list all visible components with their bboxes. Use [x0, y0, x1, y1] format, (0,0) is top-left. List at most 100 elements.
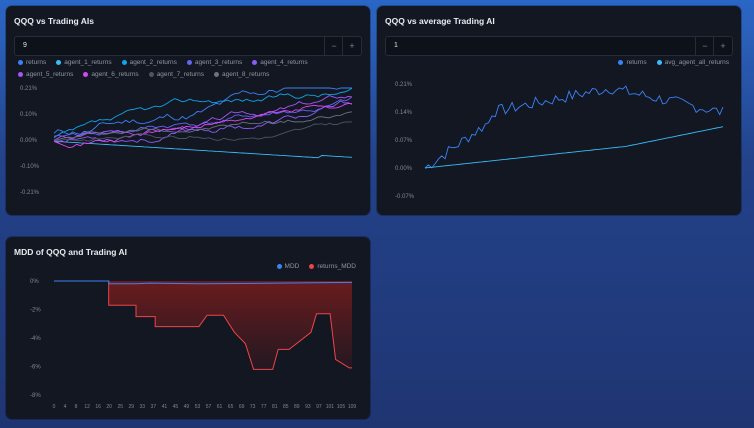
panel-mdd: MDD of QQQ and Trading AI MDD returns_MDD…	[6, 237, 370, 419]
legend-dot-icon	[56, 60, 62, 65]
legend-dot-icon	[186, 60, 192, 65]
y-tick-label: 0.10%	[20, 112, 38, 118]
series-line	[424, 126, 724, 169]
window-value[interactable]: 1	[394, 42, 398, 49]
legend-dot-icon	[83, 72, 89, 77]
x-tick-label: 45	[173, 404, 179, 410]
y-tick-label: 0.21%	[20, 86, 38, 92]
x-tick-label: 105	[337, 404, 346, 410]
mdd-chart: 0% -2% -4% -6% -8% 0 4 8 12 16 20 25 29 33 37 41 45 49 53 5…	[30, 279, 357, 410]
x-tick-label: 109	[348, 404, 357, 410]
series-line	[53, 87, 353, 137]
x-tick-label: 0	[53, 404, 56, 410]
legend-item[interactable]: agent_1_returns	[56, 59, 112, 66]
x-tick-label: 65	[228, 404, 234, 410]
legend-item[interactable]: returns	[18, 59, 46, 66]
legend-item[interactable]: agent_4_returns	[252, 59, 308, 66]
x-tick-label: 41	[162, 404, 168, 410]
x-tick-label: 81	[272, 404, 278, 410]
agent-count-input[interactable]: 9 − +	[14, 36, 362, 56]
average-chart: 0.21% 0.14% 0.07% 0.00% -0.07%	[395, 82, 724, 200]
series-line	[53, 121, 353, 142]
legend-item[interactable]: agent_2_returns	[121, 59, 177, 66]
x-tick-label: 85	[283, 404, 289, 410]
legend-label: returns_MDD	[317, 263, 356, 270]
x-tick-label: 8	[75, 404, 78, 410]
legend-label: agent_3_returns	[194, 59, 243, 66]
chart-legend: returns avg_agent_all_returns	[618, 59, 729, 66]
legend-label: agent_2_returns	[129, 59, 177, 66]
legend-label: returns	[26, 59, 47, 66]
mdd-line	[54, 280, 353, 285]
x-tick-label: 25	[117, 404, 123, 410]
legend-item[interactable]: returns	[618, 59, 647, 66]
series-line	[53, 96, 353, 139]
legend-item[interactable]: agent_7_returns	[148, 71, 205, 78]
x-tick-label: 37	[151, 404, 157, 410]
legend-item[interactable]: agent_6_returns	[83, 71, 139, 78]
y-tick-label: 0.00%	[20, 138, 38, 144]
legend-dot-icon	[252, 60, 258, 65]
x-tick-label: 33	[140, 404, 146, 410]
legend-label: returns	[626, 59, 647, 66]
legend-label: agent_1_returns	[64, 59, 112, 66]
y-tick-label: 0.00%	[395, 166, 413, 172]
panel-title: QQQ vs average Trading AI	[385, 16, 495, 26]
legend-item[interactable]: MDD	[276, 263, 300, 270]
y-tick-label: -0.10%	[20, 164, 40, 170]
legend-dot-icon	[309, 264, 315, 269]
legend-dot-icon	[618, 60, 624, 65]
y-tick-label: 0.07%	[395, 138, 413, 144]
x-tick-label: 20	[106, 404, 112, 410]
returns-mdd-area	[54, 281, 352, 370]
panel-title: MDD of QQQ and Trading AI	[14, 247, 128, 257]
window-input[interactable]: 1 − +	[385, 36, 733, 56]
x-tick-label: 53	[195, 404, 201, 410]
legend-item[interactable]: agent_8_returns	[214, 71, 269, 78]
agent-count-value[interactable]: 9	[23, 42, 27, 49]
legend-item[interactable]: avg_agent_all_returns	[656, 59, 729, 66]
panel-qqq-vs-average-ai: QQQ vs average Trading AI 1 − + returns a…	[377, 6, 741, 215]
returns-chart: 0.21% 0.10% 0.00% -0.10% -0.21%	[20, 86, 353, 196]
series-line	[424, 85, 724, 169]
x-tick-label: 12	[84, 404, 90, 410]
legend-dot-icon	[148, 72, 154, 77]
x-tick-label: 93	[305, 404, 311, 410]
x-tick-label: 73	[250, 404, 256, 410]
x-tick-label: 101	[326, 404, 335, 410]
y-tick-label: 0.14%	[395, 110, 413, 116]
legend-label: avg_agent_all_returns	[664, 59, 729, 66]
decrement-button[interactable]: −	[695, 37, 714, 55]
y-tick-label: -0.21%	[20, 190, 40, 196]
legend-dot-icon	[276, 264, 282, 269]
series-line	[53, 87, 352, 135]
returns-mdd-line	[54, 280, 352, 370]
legend-label: agent_4_returns	[260, 59, 308, 66]
x-tick-label: 4	[64, 404, 67, 410]
chart-legend: returns agent_1_returns agent_2_returns age…	[18, 59, 338, 78]
x-tick-label: 77	[261, 404, 267, 410]
y-tick-label: -0.07%	[395, 194, 415, 200]
legend-item[interactable]: returns_MDD	[309, 263, 356, 270]
legend-label: agent_6_returns	[91, 71, 139, 78]
legend-item[interactable]: agent_5_returns	[18, 71, 73, 78]
series-line	[53, 95, 353, 141]
y-tick-label: 0.21%	[395, 82, 413, 88]
x-tick-label: 29	[128, 404, 134, 410]
y-tick-label: 0%	[30, 279, 39, 285]
increment-button[interactable]: +	[342, 37, 361, 55]
panel-qqq-vs-trading-ais: QQQ vs Trading AIs 9 − + returns agent_1_…	[6, 6, 370, 215]
legend-dot-icon	[121, 60, 127, 65]
x-tick-label: 97	[316, 404, 322, 410]
legend-item[interactable]: agent_3_returns	[186, 59, 243, 66]
legend-label: agent_7_returns	[156, 71, 205, 78]
panel-title: QQQ vs Trading AIs	[14, 16, 94, 26]
legend-label: MDD	[284, 263, 300, 270]
increment-button[interactable]: +	[713, 37, 732, 55]
x-tick-label: 61	[217, 404, 223, 410]
series-line	[53, 102, 353, 149]
legend-dot-icon	[18, 60, 23, 65]
y-tick-label: -4%	[30, 336, 41, 342]
decrement-button[interactable]: −	[324, 37, 343, 55]
y-tick-label: -8%	[30, 393, 41, 399]
